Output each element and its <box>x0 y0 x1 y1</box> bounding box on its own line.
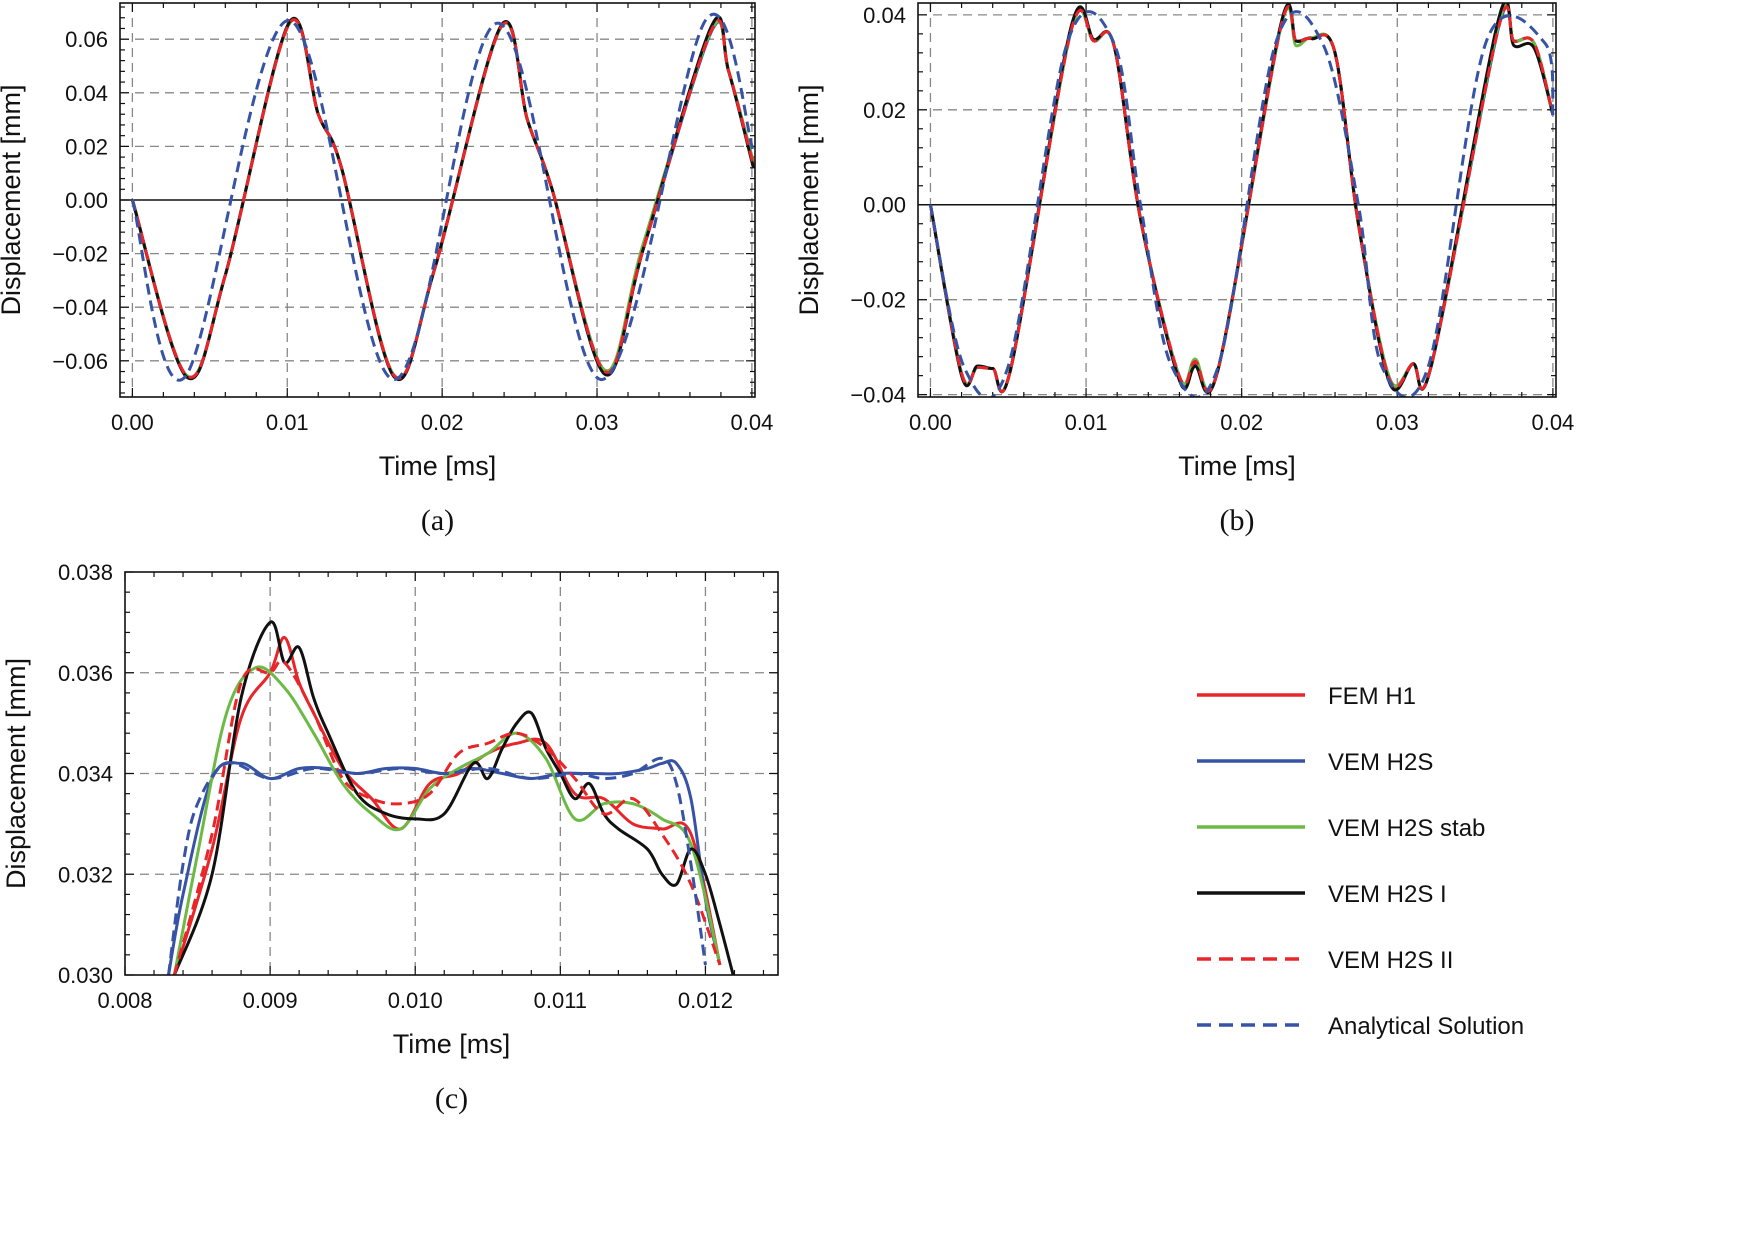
x-tick-label: 0.009 <box>243 988 298 1013</box>
y-axis-title: Displacement [mm] <box>0 84 26 315</box>
plot-frame <box>119 2 756 398</box>
x-axis-title: Time [ms] <box>1178 451 1296 481</box>
y-tick-label: −0.06 <box>52 349 108 374</box>
y-tick-label: 0.02 <box>65 134 108 159</box>
series-line-vem-h2s-stab <box>172 665 722 975</box>
series-line-vem-h2s-ii <box>928 5 1555 394</box>
chart-panel-b: 0.00 0.01 0.02 0.03 0.04 −0.04 −0.02 0.00 0.02 0.… <box>794 2 1574 537</box>
y-axis-title: Displacement [mm] <box>1 658 31 889</box>
legend-item: VEM H2S <box>1197 749 1433 776</box>
y-tick-label: 0.038 <box>58 560 113 585</box>
series-line-analytical-solution <box>167 756 707 975</box>
x-tick-label: 0.012 <box>678 988 733 1013</box>
series-line-fem-h1 <box>172 635 722 975</box>
x-tick-label: 0.04 <box>730 410 773 435</box>
x-tick-label: 0.03 <box>1376 410 1419 435</box>
y-tick-label: −0.04 <box>850 383 906 408</box>
legend-label: VEM H2S stab <box>1328 815 1485 842</box>
y-tick-label: 0.02 <box>863 98 906 123</box>
x-tick-label: 0.008 <box>97 988 152 1013</box>
chart-panel-a: 0.00 0.01 0.02 0.03 0.04 −0.06 −0.04 −0.02 0.00 0… <box>0 2 773 537</box>
legend-label: Analytical Solution <box>1328 1013 1524 1040</box>
series-line-vem-h2s-i <box>172 620 735 975</box>
y-tick-label: 0.04 <box>65 81 108 106</box>
legend-label: VEM H2S <box>1328 749 1433 776</box>
y-axis-title: Displacement [mm] <box>794 84 824 315</box>
series-group <box>130 12 755 382</box>
y-tick-label: 0.04 <box>863 3 906 28</box>
legend-label: VEM H2S II <box>1328 947 1453 974</box>
series-line-vem-h2s-stab <box>130 18 755 380</box>
series-line-fem-h1 <box>130 18 755 380</box>
x-tick-label: 0.01 <box>266 410 309 435</box>
x-axis-title: Time [ms] <box>379 451 497 481</box>
y-tick-label: 0.06 <box>65 27 108 52</box>
y-tick-label: 0.032 <box>58 862 113 887</box>
legend-item: VEM H2S stab <box>1197 815 1485 842</box>
series-line-vem-h2s <box>130 18 755 380</box>
x-tick-label: 0.03 <box>576 410 619 435</box>
x-tick-label: 0.02 <box>421 410 464 435</box>
x-tick-label: 0.02 <box>1220 410 1263 435</box>
y-tick-label: −0.04 <box>52 295 108 320</box>
x-tick-label: 0.00 <box>909 410 952 435</box>
legend-item: VEM H2S II <box>1197 947 1453 974</box>
x-tick-label: 0.011 <box>534 988 587 1013</box>
chart-panel-c: 0.008 0.009 0.010 0.011 0.012 0.030 0.032 0.034… <box>1 560 779 1115</box>
series-line-vem-h2s <box>167 759 722 975</box>
legend-label: FEM H1 <box>1328 683 1416 710</box>
plot-frame <box>124 571 779 976</box>
series-line-vem-h2s-i <box>130 15 755 381</box>
series-group <box>167 620 735 975</box>
series-line-vem-h2s-ii <box>172 659 722 975</box>
panel-caption: (a) <box>421 504 454 537</box>
y-tick-label: 0.034 <box>58 762 113 787</box>
y-tick-label: 0.036 <box>58 661 113 686</box>
plot-frame <box>917 2 1557 398</box>
y-tick-label: 0.00 <box>65 188 108 213</box>
panel-caption: (b) <box>1220 504 1255 537</box>
x-tick-label: 0.00 <box>111 410 154 435</box>
y-tick-label: 0.030 <box>58 963 113 988</box>
y-tick-label: 0.00 <box>863 193 906 218</box>
series-group <box>928 3 1555 397</box>
x-tick-label: 0.010 <box>388 988 443 1013</box>
y-tick-label: −0.02 <box>850 288 906 313</box>
legend-item: VEM H2S I <box>1197 881 1447 908</box>
legend-item: FEM H1 <box>1197 683 1416 710</box>
series-line-vem-h2s-ii <box>130 18 755 380</box>
legend-item: Analytical Solution <box>1197 1013 1524 1040</box>
x-tick-label: 0.04 <box>1531 410 1574 435</box>
series-line-analytical-solution <box>130 12 755 382</box>
x-axis-title: Time [ms] <box>393 1029 511 1059</box>
x-tick-label: 0.01 <box>1065 410 1108 435</box>
series-line-analytical-solution <box>928 10 1555 397</box>
legend-label: VEM H2S I <box>1328 881 1447 908</box>
panel-caption: (c) <box>435 1082 468 1115</box>
y-tick-label: −0.02 <box>52 242 108 267</box>
legend: FEM H1 VEM H2S VEM H2S stab VEM H2S I VEM H2… <box>1197 683 1524 1040</box>
